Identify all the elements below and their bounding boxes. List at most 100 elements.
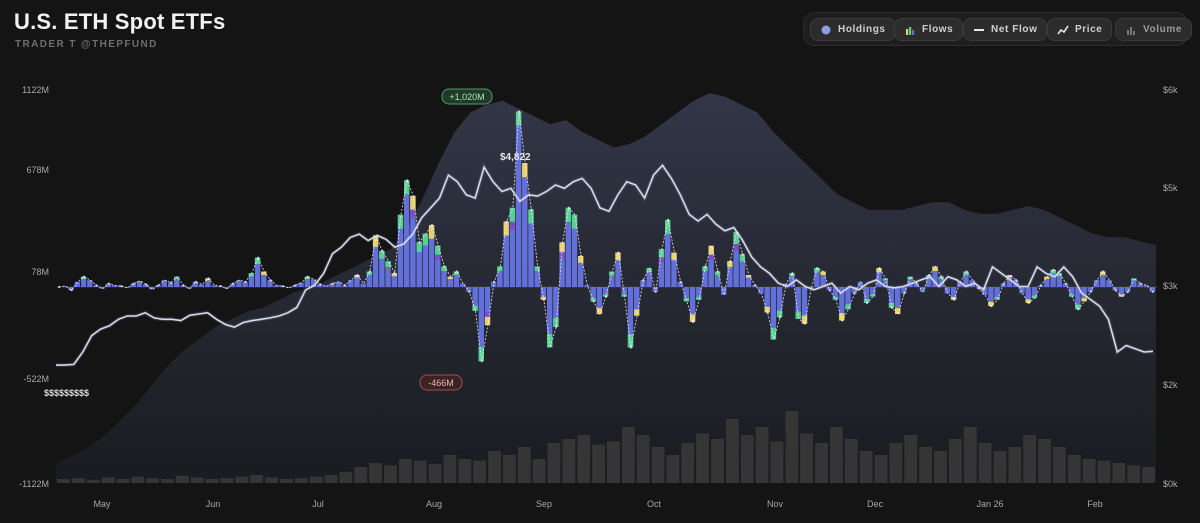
volume-bar <box>592 444 605 483</box>
flow-bar-segment-main <box>1118 287 1125 297</box>
flow-bar-segment-main <box>590 287 596 302</box>
flow-bar-segment-accent <box>1081 298 1087 302</box>
flow-bar <box>1050 269 1056 287</box>
flow-bar-segment-main <box>472 287 478 311</box>
flow-bar-segment-main <box>491 281 497 287</box>
flow-bar-segment-main <box>944 287 951 294</box>
flow-bar-segment-accent <box>441 266 447 271</box>
flow-bar-segment-main <box>814 268 820 287</box>
flow-bar <box>192 281 199 287</box>
flow-bar-segment-main <box>870 287 876 297</box>
flow-bar-segment-main <box>391 273 397 287</box>
left-axis-tick: -1122M <box>19 479 49 489</box>
net-flow-point <box>1102 270 1105 273</box>
net-flow-point <box>1077 308 1080 311</box>
net-flow-point <box>604 295 608 298</box>
flow-bar-segment-accent <box>702 266 708 271</box>
volume-bar <box>711 439 724 483</box>
flow-bar-segment-accent <box>522 163 528 178</box>
price-start-label: $$$$$$$$$ <box>44 388 89 398</box>
volume-bar <box>636 435 650 483</box>
net-flow-point <box>95 284 98 287</box>
net-flow-point <box>207 277 210 280</box>
volume-bar <box>1082 459 1096 483</box>
flow-bar <box>174 276 180 287</box>
bar-chart-icon <box>904 24 916 36</box>
flow-bar <box>994 287 1000 300</box>
flow-bar-segment-extra <box>484 312 491 317</box>
net-flow-point <box>1015 279 1018 282</box>
flow-bar-segment-main <box>963 271 969 287</box>
right-axis-tick: $2k <box>1163 380 1178 390</box>
net-flow-point <box>629 346 633 349</box>
flow-bar <box>559 242 565 287</box>
flow-bar-segment-main <box>205 278 211 287</box>
net-flow-point <box>418 241 421 244</box>
flow-bar-segment-accent <box>627 334 634 348</box>
net-flow-toggle-button[interactable]: Net Flow <box>963 18 1048 41</box>
flow-bar-segment-main <box>242 281 248 287</box>
volume-bar <box>339 471 353 483</box>
flow-bar <box>1143 285 1149 287</box>
net-flow-point <box>617 251 620 254</box>
flow-bar <box>540 287 547 300</box>
flow-bar <box>522 163 528 287</box>
net-flow-point <box>120 285 123 288</box>
flow-bar-segment-main <box>1062 283 1069 287</box>
flow-bar-segment-main <box>652 287 658 292</box>
volume-bar <box>309 476 323 483</box>
flow-bar-segment-accent <box>764 306 770 313</box>
flow-bar-segment-main <box>770 287 777 340</box>
net-flow-point <box>1027 301 1030 304</box>
net-flow-point <box>542 298 546 301</box>
flow-bar-segment-accent <box>391 273 397 277</box>
flow-bar-segment-main <box>261 271 267 287</box>
flows-toggle-button[interactable]: Flows <box>894 18 964 41</box>
flow-bar <box>646 268 652 287</box>
flow-bar <box>901 287 907 294</box>
flow-bar-segment-main <box>1131 278 1137 287</box>
volume-bar <box>696 433 710 483</box>
flow-bar <box>161 280 167 287</box>
flow-bar-segment-main <box>602 287 609 297</box>
net-flow-point <box>679 280 682 283</box>
flow-bar-segment-main <box>230 283 236 287</box>
flow-bar <box>143 284 149 287</box>
flow-bar-segment-accent <box>1075 304 1081 310</box>
flow-bar <box>186 287 192 289</box>
flow-bar-segment-accent <box>801 315 808 324</box>
net-flow-point <box>592 300 595 303</box>
flow-bar <box>714 271 721 287</box>
flow-bar-segment-main <box>882 278 888 287</box>
flow-bar-segment-main <box>149 287 155 290</box>
flow-bar <box>478 287 484 362</box>
price-toggle-button[interactable]: Price <box>1047 18 1113 41</box>
flow-bar-segment-accent <box>863 299 870 303</box>
flow-bar-segment-main <box>80 276 87 287</box>
flow-bar-segment-main <box>919 287 926 292</box>
flow-bar <box>491 281 497 287</box>
net-flow-point <box>853 292 856 295</box>
volume-bar <box>978 443 992 483</box>
volume-bar <box>1097 460 1111 483</box>
net-flow-point <box>567 206 570 209</box>
flow-bar-segment-main <box>1069 287 1075 297</box>
flow-bar <box>198 284 205 287</box>
flow-bar-segment-accent <box>372 235 379 247</box>
flow-bar-segment-accent <box>304 276 310 279</box>
flow-bar <box>938 276 944 287</box>
flow-bar-segment-main <box>453 271 460 287</box>
flow-bar-segment-main <box>435 245 441 287</box>
flow-bar-segment-main <box>689 287 696 322</box>
flow-bar <box>205 278 211 287</box>
flow-bar <box>447 276 453 287</box>
flow-bar-segment-accent <box>534 266 540 271</box>
flow-bar <box>578 256 584 287</box>
flow-bar-segment-main <box>957 281 963 287</box>
volume-toggle-button[interactable]: Volume <box>1115 18 1192 41</box>
flow-bar-segment-main <box>497 266 503 287</box>
flow-bar <box>230 283 236 287</box>
net-flow-point <box>928 273 931 277</box>
flow-bar <box>1019 287 1025 294</box>
net-flow-point <box>704 265 707 268</box>
